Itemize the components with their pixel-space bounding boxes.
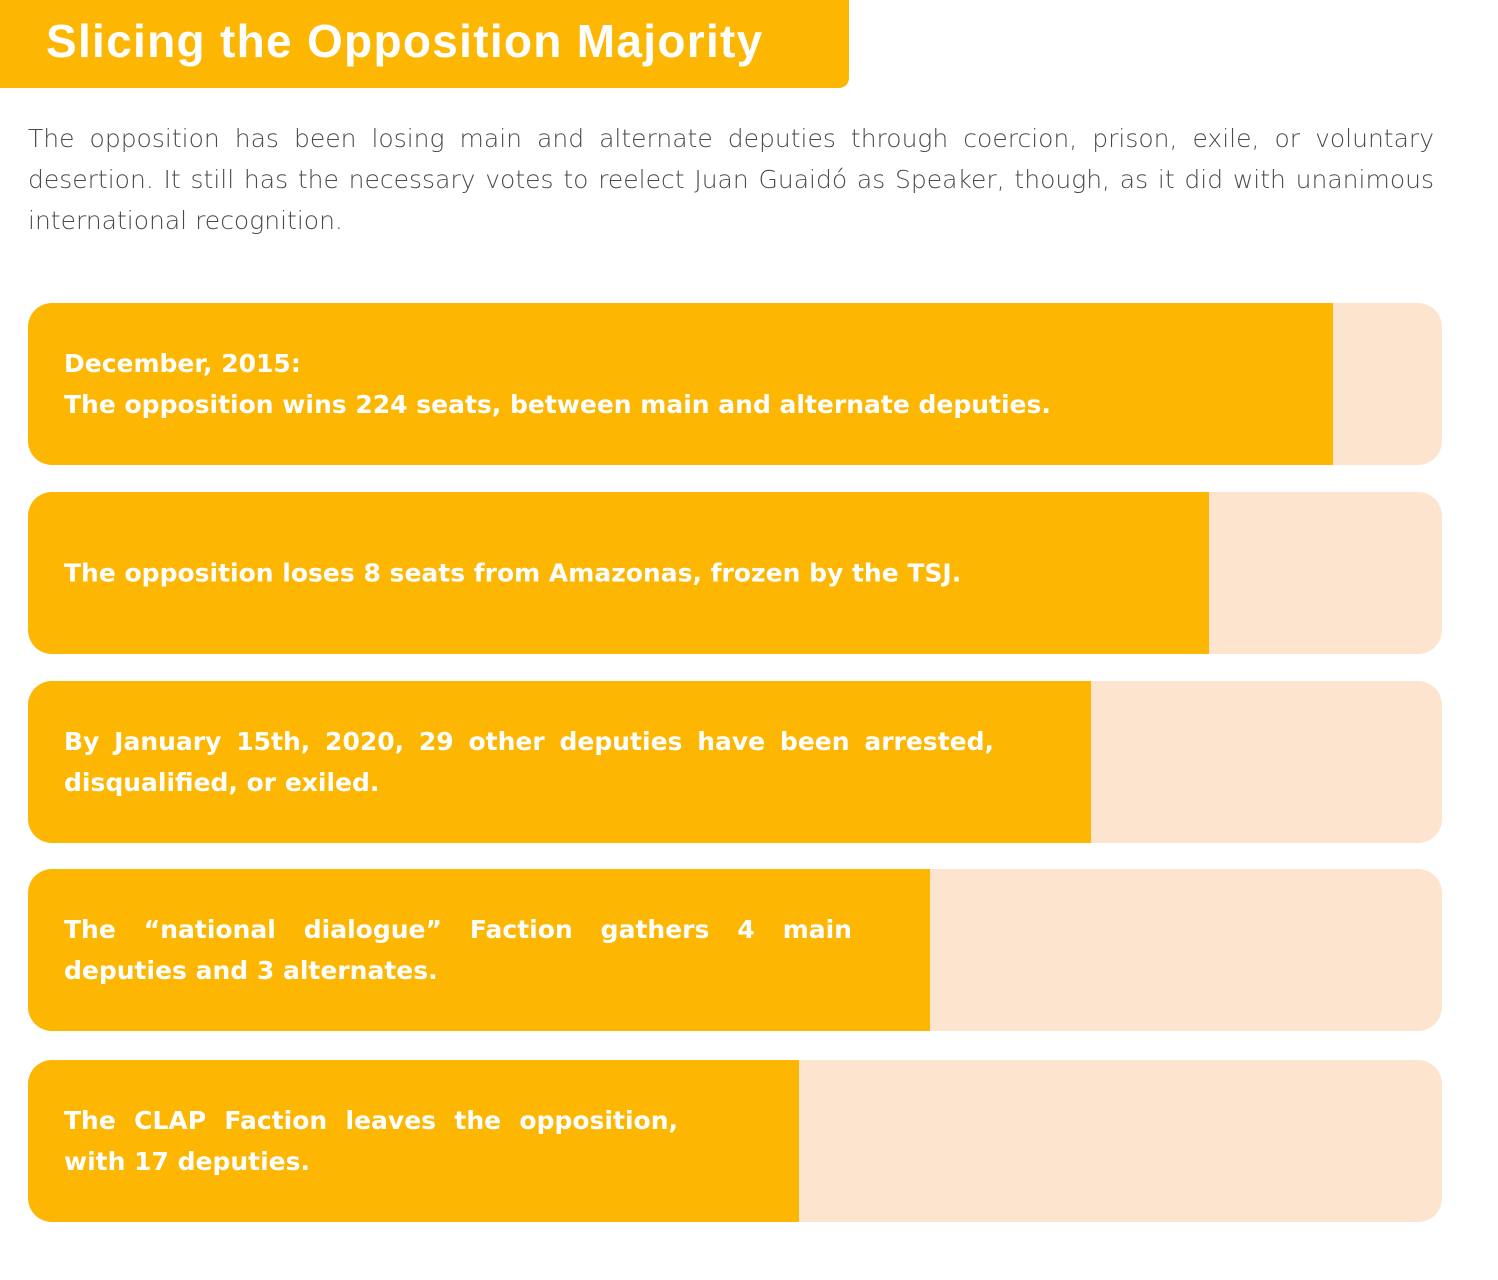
bar-label-line: deputies and 3 alternates. — [64, 956, 438, 985]
bar-label-line: The CLAP Faction leaves the opposition, — [64, 1106, 678, 1135]
bar-label-line: The opposition wins 224 seats, between m… — [64, 390, 1051, 419]
bar-fill — [28, 303, 1333, 465]
bar-label-line: disqualified, or exiled. — [64, 768, 380, 797]
bar-fill — [28, 869, 930, 1031]
intro-text: The opposition has been losing main and … — [28, 124, 1434, 235]
bar-label-line: December, 2015: — [64, 349, 301, 378]
bar-label: By January 15th, 2020, 29 other deputies… — [64, 721, 994, 803]
chart-title: Slicing the Opposition Majority — [46, 15, 764, 67]
title-banner: Slicing the Opposition Majority — [0, 0, 849, 88]
bar-label-line: The opposition loses 8 seats from Amazon… — [64, 558, 962, 588]
bar-track: December, 2015: The opposition wins 224 s… — [28, 303, 1442, 465]
bar-label: The opposition loses 8 seats from Amazon… — [64, 553, 1044, 594]
bar-label: The CLAP Faction leaves the opposition, w… — [64, 1100, 678, 1182]
bar-label-line: The “national dialogue” Faction gathers … — [64, 915, 852, 944]
bar-fill — [28, 1060, 799, 1222]
bar-label: The “national dialogue” Faction gathers … — [64, 909, 852, 991]
bar-track: By January 15th, 2020, 29 other deputies… — [28, 681, 1442, 843]
bar-fill — [28, 681, 1091, 843]
bar-track: The CLAP Faction leaves the opposition, w… — [28, 1060, 1442, 1222]
bar-fill — [28, 492, 1209, 654]
bar-track: The opposition loses 8 seats from Amazon… — [28, 492, 1442, 654]
bar-label: December, 2015: The opposition wins 224 s… — [64, 343, 1164, 425]
bar-track: The “national dialogue” Faction gathers … — [28, 869, 1442, 1031]
bar-label-line: with 17 deputies. — [64, 1147, 311, 1176]
bar-label-line: By January 15th, 2020, 29 other deputies… — [64, 727, 994, 756]
